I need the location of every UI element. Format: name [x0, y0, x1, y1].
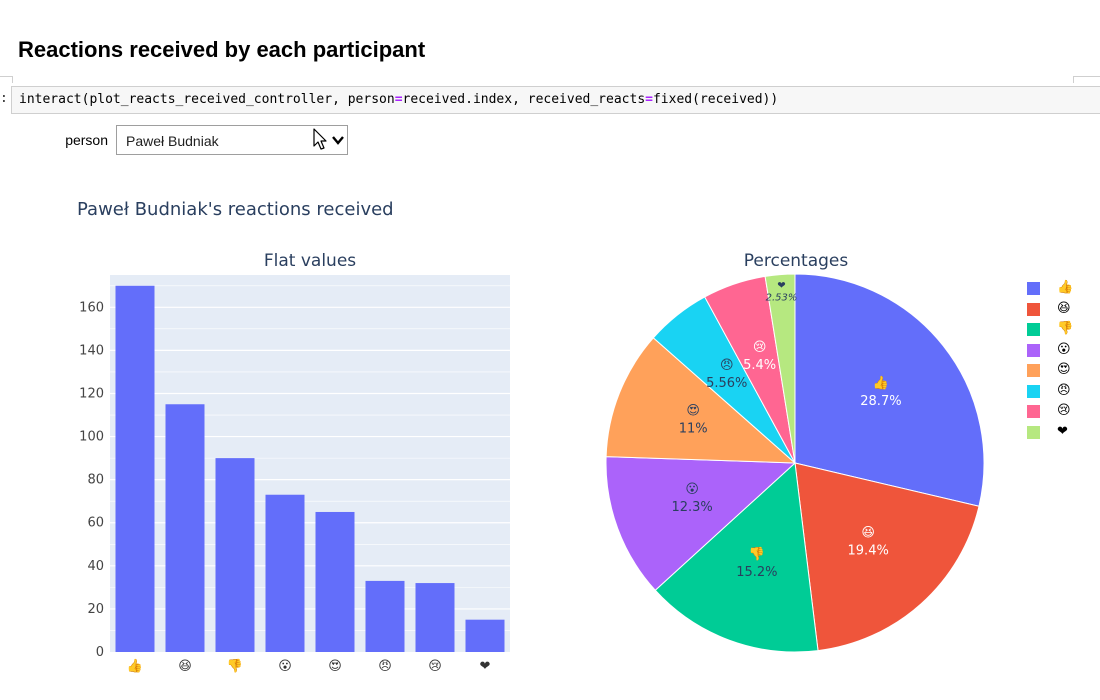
bar-ytick-label: 20 [87, 602, 104, 617]
separator-right [1073, 76, 1100, 83]
legend-swatch [1027, 364, 1040, 377]
legend-label: 😆 [1057, 300, 1071, 316]
pie-chart: 👍 28.7% 😆 19.4% 👎 15.2% 😮 12.3% 😍 11% 😠 5.56% 😢 5.4% ❤… [605, 273, 985, 653]
pie-slice-emoji: 😆 [861, 526, 875, 541]
bar[interactable] [315, 511, 355, 652]
separator-left [0, 76, 13, 83]
legend-swatch [1027, 302, 1040, 316]
bar[interactable] [265, 494, 305, 652]
bar-ytick-label: 120 [79, 386, 104, 401]
legend-label: 👍 [1057, 280, 1074, 295]
pie-slice-percent: 2.53% [766, 292, 798, 303]
pie-slice-emoji: 😍 [686, 403, 700, 418]
pie-slice[interactable] [764, 273, 796, 464]
pie-slice-emoji: 😠 [720, 358, 734, 373]
pie-slice[interactable] [605, 337, 797, 464]
mouse-pointer-icon [313, 128, 327, 150]
code-text-1: interact(plot_reacts_received_controller… [19, 92, 395, 107]
legend-label: 😠 [1057, 382, 1071, 398]
person-dropdown[interactable]: Paweł Budniak [116, 125, 348, 155]
bar[interactable] [165, 404, 205, 652]
bar-ytick-label: 80 [87, 473, 104, 488]
code-text-2: received.index, received_reacts [402, 92, 646, 107]
code-line[interactable]: interact(plot_reacts_received_controller… [19, 92, 778, 107]
bar-ytick-label: 140 [79, 343, 104, 358]
figure-title: Paweł Budniak's reactions received [77, 199, 394, 220]
pie-slice-percent: 19.4% [848, 544, 889, 559]
legend-swatch [1027, 343, 1040, 357]
person-label: person [65, 132, 108, 148]
pie-slice-emoji: 👍 [873, 375, 889, 391]
legend-label: 😢 [1057, 403, 1071, 418]
pie-slice-percent: 15.2% [736, 565, 777, 580]
pie-slice-percent: 5.56% [706, 376, 747, 391]
legend-swatch [1027, 282, 1040, 295]
bar[interactable] [115, 285, 155, 652]
pie-subplot-title: Percentages [743, 251, 849, 271]
code-operator-2: = [645, 92, 653, 107]
pie-slice-percent: 12.3% [671, 500, 712, 515]
legend-swatch [1027, 384, 1040, 398]
code-text-3: fixed(received)) [652, 92, 779, 107]
bar[interactable] [415, 583, 455, 652]
bar-ytick-label: 160 [79, 300, 104, 315]
pie-slice-percent: 11% [679, 421, 708, 436]
bar-xtick-label: 😍 [328, 659, 342, 674]
pie-slice[interactable] [794, 462, 980, 652]
bar[interactable] [465, 619, 505, 652]
bar[interactable] [365, 580, 405, 652]
pie-slice[interactable] [654, 461, 819, 653]
legend-label: ❤ [1057, 423, 1068, 439]
bar-xtick-label: 😢 [428, 659, 442, 674]
bar[interactable] [215, 458, 255, 652]
pie-slice-percent: 5.4% [743, 358, 776, 373]
legend-label: 😍 [1057, 362, 1071, 377]
legend-label: 👎 [1057, 321, 1074, 336]
pie-slice-percent: 28.7% [860, 394, 901, 409]
legend-swatch [1027, 323, 1040, 336]
bar-ytick-label: 0 [96, 645, 104, 660]
legend-swatch [1027, 405, 1040, 418]
chevron-down-icon[interactable] [331, 133, 345, 147]
code-cell[interactable]: interact(plot_reacts_received_controller… [11, 86, 1100, 114]
bar-xtick-label: ❤ [480, 659, 491, 674]
bar-xtick-label: 👎 [227, 658, 243, 674]
code-operator-1: = [394, 92, 403, 107]
bar-xtick-label: 👍 [127, 658, 143, 674]
pie-slice-emoji: ❤ [777, 280, 785, 291]
bar-chart: 0 20 40 60 80 100 120 140 160 👍 😆 👎 😮 😍 😠 😢 ❤ [79, 275, 510, 674]
pie-slice-emoji: 😮 [685, 482, 699, 497]
pie-slice[interactable] [794, 273, 985, 507]
cell-prompt: : [0, 91, 8, 106]
bar-ytick-label: 100 [79, 430, 104, 445]
pie-slice-emoji: 😢 [753, 340, 767, 355]
pie-slice[interactable] [605, 456, 797, 591]
bar-xtick-label: 😮 [278, 659, 292, 674]
pie-slice-emoji: 👎 [749, 546, 765, 562]
person-dropdown-value: Paweł Budniak [126, 133, 219, 149]
bar-ytick-label: 40 [87, 559, 104, 574]
cell-separator [0, 73, 1100, 83]
bar-xtick-label: 😠 [378, 659, 392, 674]
section-heading: Reactions received by each participant [18, 37, 426, 62]
legend-label: 😮 [1057, 341, 1071, 357]
bar-ytick-label: 60 [87, 516, 104, 531]
bar-xtick-label: 😆 [178, 659, 192, 674]
bar-subplot-title: Flat values [263, 251, 357, 271]
legend-swatch [1027, 425, 1040, 439]
